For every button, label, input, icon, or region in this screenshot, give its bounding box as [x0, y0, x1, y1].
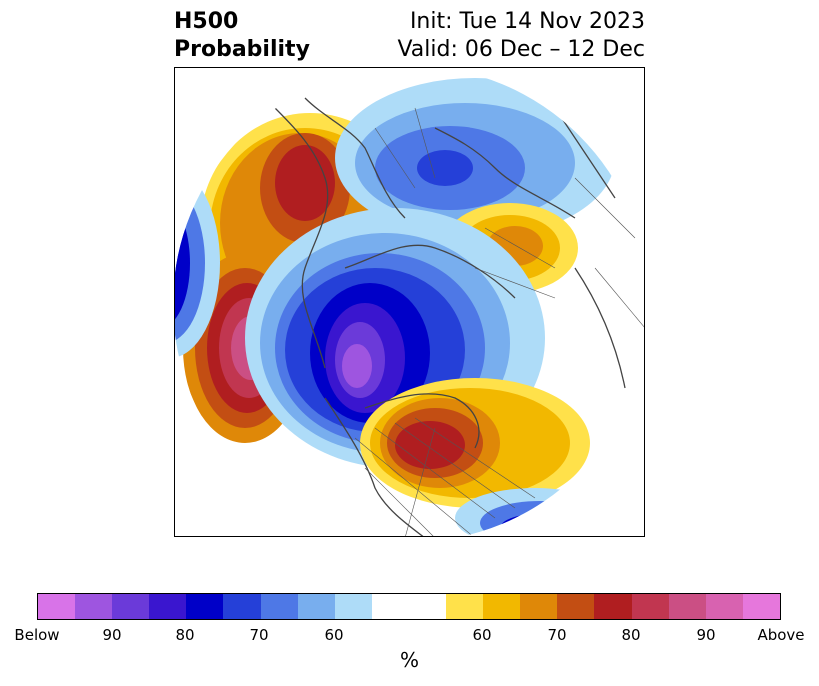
- colorbar-segment: [112, 594, 150, 619]
- title-variable: H500: [174, 9, 239, 34]
- probability-map: [174, 67, 645, 537]
- colorbar-segment: [371, 594, 409, 619]
- colorbar-segment: [742, 594, 780, 619]
- colorbar-segment: [38, 594, 76, 619]
- colorbar-segment: [594, 594, 632, 619]
- colorbar-segment: [186, 594, 224, 619]
- colorbar-segment: [631, 594, 669, 619]
- colorbar-tick-label: 60: [324, 626, 344, 644]
- colorbar-tick-label: 80: [175, 626, 195, 644]
- colorbar-tick-label: 80: [621, 626, 641, 644]
- colorbar-segment: [446, 594, 484, 619]
- colorbar-segment: [705, 594, 743, 619]
- colorbar-tick-labels: Below 90 80 70 60 60 70 80 90 Above: [14, 626, 804, 646]
- colorbar-segment: [557, 594, 595, 619]
- colorbar-segment: [520, 594, 558, 619]
- forecast-dates: Init: Tue 14 Nov 2023 Valid: 06 Dec – 12…: [397, 8, 645, 64]
- colorbar-segment: [260, 594, 298, 619]
- colorbar-tick-label: 60: [472, 626, 492, 644]
- colorbar-segment: [668, 594, 706, 619]
- colorbar-segment: [408, 594, 447, 619]
- colorbar-tick-label: 70: [249, 626, 269, 644]
- title-product: Probability: [174, 37, 310, 62]
- init-date: Init: Tue 14 Nov 2023: [409, 9, 645, 34]
- colorbar-segment: [297, 594, 335, 619]
- colorbar-tick-label: 90: [102, 626, 122, 644]
- colorbar-tick-label: 90: [696, 626, 716, 644]
- colorbar-segment: [483, 594, 521, 619]
- colorbar-segment: [334, 594, 372, 619]
- colorbar-tick-label: Below: [14, 626, 60, 644]
- colorbar-segment: [75, 594, 113, 619]
- boundaries: [354, 107, 644, 536]
- colorbar: [37, 593, 781, 620]
- trough-siberia: [335, 78, 615, 238]
- colorbar-unit-label: %: [399, 648, 419, 672]
- colorbar-tick-label: 70: [547, 626, 567, 644]
- ridge-eastern-us: [360, 378, 590, 508]
- map-svg: [175, 78, 644, 536]
- colorbar-segment: [223, 594, 261, 619]
- colorbar-tick-label: Above: [757, 626, 805, 644]
- coastlines: [274, 97, 626, 536]
- colorbar-segment: [149, 594, 187, 619]
- map-title: H500 Probability: [174, 8, 310, 64]
- valid-range: Valid: 06 Dec – 12 Dec: [397, 37, 645, 62]
